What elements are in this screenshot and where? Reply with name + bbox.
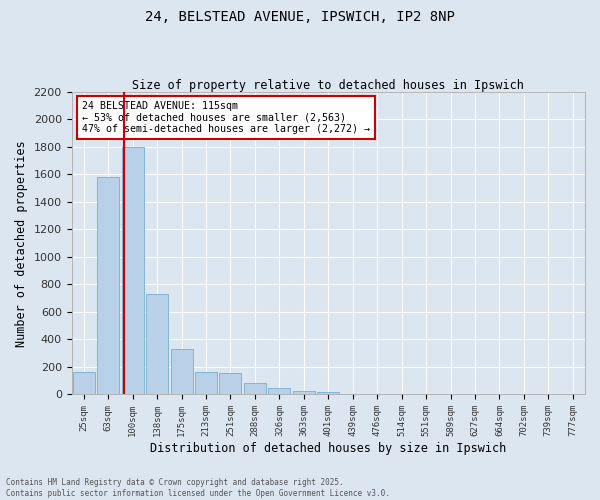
X-axis label: Distribution of detached houses by size in Ipswich: Distribution of detached houses by size … — [150, 442, 506, 455]
Y-axis label: Number of detached properties: Number of detached properties — [15, 140, 28, 346]
Bar — [293, 391, 315, 394]
Bar — [73, 372, 95, 394]
Text: 24 BELSTEAD AVENUE: 115sqm
← 53% of detached houses are smaller (2,563)
47% of s: 24 BELSTEAD AVENUE: 115sqm ← 53% of deta… — [82, 101, 370, 134]
Bar — [97, 177, 119, 394]
Bar — [244, 384, 266, 394]
Bar — [170, 349, 193, 395]
Title: Size of property relative to detached houses in Ipswich: Size of property relative to detached ho… — [133, 79, 524, 92]
Bar — [317, 392, 339, 394]
Text: Contains HM Land Registry data © Crown copyright and database right 2025.
Contai: Contains HM Land Registry data © Crown c… — [6, 478, 390, 498]
Bar — [220, 373, 241, 394]
Bar — [146, 294, 168, 394]
Bar — [195, 372, 217, 394]
Bar — [122, 147, 143, 394]
Bar — [268, 388, 290, 394]
Text: 24, BELSTEAD AVENUE, IPSWICH, IP2 8NP: 24, BELSTEAD AVENUE, IPSWICH, IP2 8NP — [145, 10, 455, 24]
